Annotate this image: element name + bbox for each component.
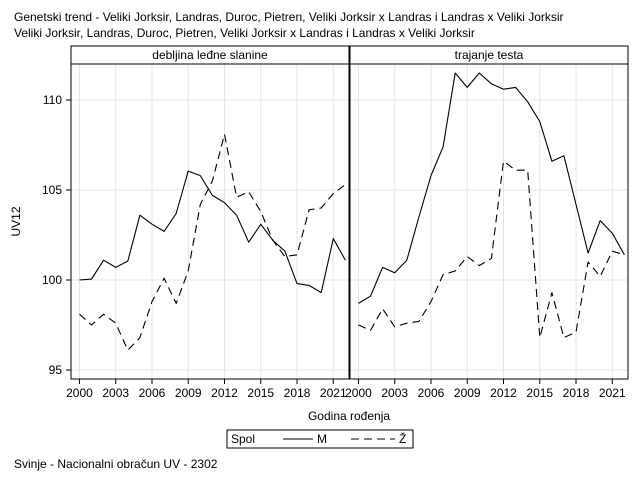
x-tick-label: 2021: [599, 386, 626, 400]
legend-label-z: Ž: [399, 431, 406, 446]
legend-box: [226, 429, 414, 449]
series-line-m: [79, 170, 346, 294]
x-tick-label: 2018: [284, 386, 311, 400]
footnote: Svinje - Nacionalni obračun UV - 2302: [14, 457, 218, 471]
y-tick-label: 105: [42, 183, 62, 197]
legend-title: Spol: [231, 432, 255, 446]
x-axis-title: Godina rođenja: [308, 409, 390, 423]
x-tick-label: 2000: [345, 386, 372, 400]
y-tick-label: 95: [49, 363, 63, 377]
x-tick-label: 2015: [526, 386, 553, 400]
y-tick-label: 110: [43, 93, 62, 107]
panel-frame-1: [349, 63, 629, 380]
x-tick-label: 2003: [102, 386, 129, 400]
panel-label: debljina leđne slanine: [152, 48, 268, 62]
y-tick-label: 100: [42, 273, 62, 287]
x-tick-label: 2006: [139, 386, 166, 400]
x-tick-label: 2012: [490, 386, 517, 400]
x-tick-label: 2000: [66, 386, 93, 400]
x-tick-label: 2018: [563, 386, 590, 400]
chart-title-line-2: Veliki Jorksir, Landras, Duroc, Pietren,…: [14, 26, 475, 40]
x-tick-label: 2009: [175, 386, 202, 400]
series-line-z: [358, 160, 625, 339]
x-tick-label: 2003: [381, 386, 408, 400]
series-line-m: [358, 72, 625, 304]
x-tick-label: 2021: [320, 386, 347, 400]
y-axis-title: UV12: [9, 206, 23, 236]
x-tick-label: 2009: [454, 386, 481, 400]
x-tick-label: 2012: [211, 386, 238, 400]
legend-label-m: M: [317, 432, 327, 446]
chart-title-line-1: Genetski trend - Veliki Jorksir, Landras…: [14, 10, 564, 24]
series-line-z: [79, 133, 346, 351]
panel-label: trajanje testa: [455, 48, 524, 62]
panel-frame-0: [70, 63, 350, 380]
x-tick-label: 2015: [247, 386, 274, 400]
x-tick-label: 2006: [418, 386, 445, 400]
